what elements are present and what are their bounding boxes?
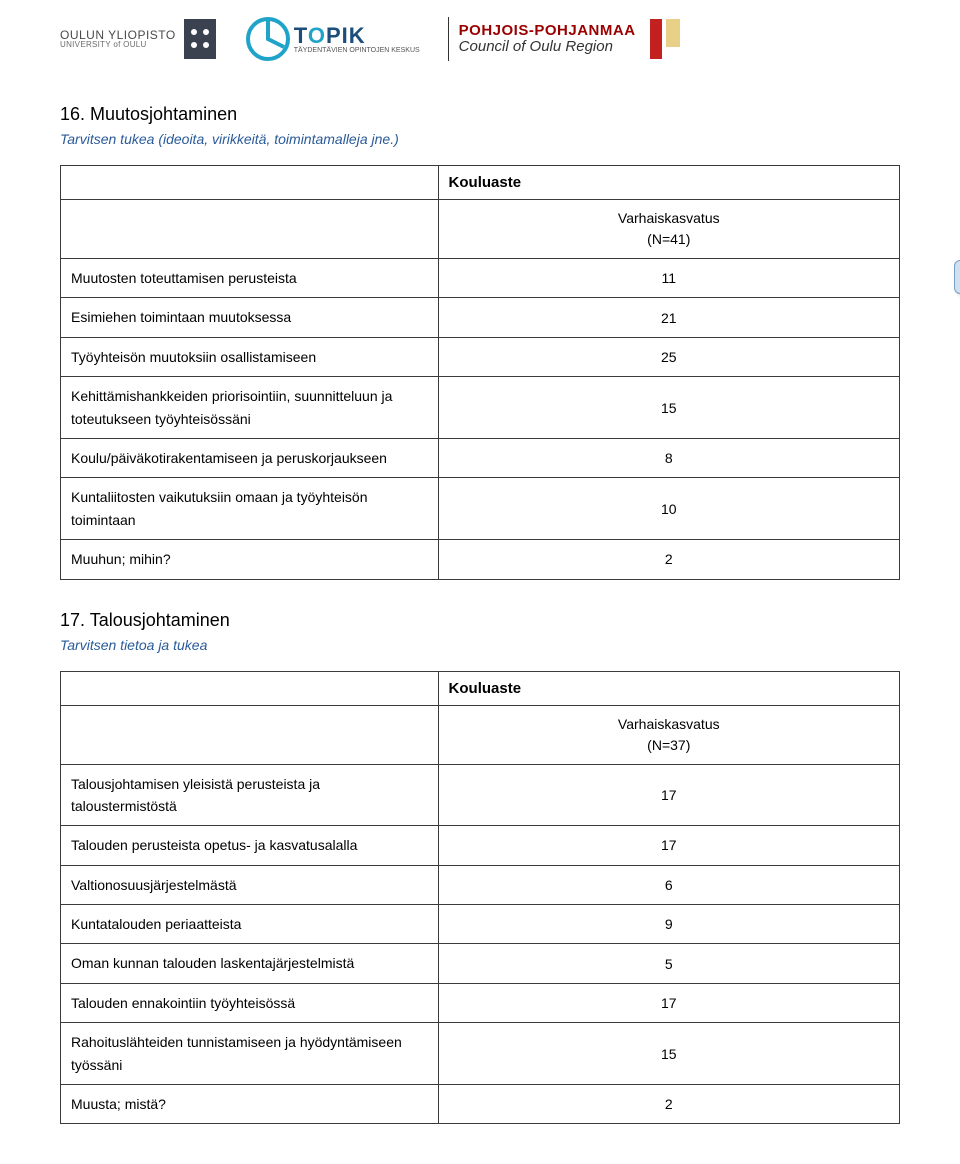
section-16-subtitle: Tarvitsen tukea (ideoita, virikkeitä, to… bbox=[60, 131, 900, 147]
col-header: Kouluaste bbox=[438, 671, 899, 705]
row-label: Työyhteisön muutoksiin osallistamiseen bbox=[61, 337, 439, 376]
table-row: Kehittämishankkeiden priorisointiin, suu… bbox=[61, 377, 900, 439]
council-bot-text: Council of Oulu Region bbox=[459, 39, 636, 56]
table-row: Kouluaste bbox=[61, 671, 900, 705]
table-17: Kouluaste Varhaiskasvatus (N=37) Talousj… bbox=[60, 671, 900, 1125]
section-16-title: 16. Muutosjohtaminen bbox=[60, 104, 900, 125]
oulu-logo-text: OULUN YLIOPISTO UNIVERSITY of OULU bbox=[60, 29, 176, 49]
divider bbox=[448, 17, 449, 61]
row-value: 11 bbox=[438, 259, 899, 298]
col-subheader: Varhaiskasvatus (N=37) bbox=[438, 705, 899, 764]
empty-cell bbox=[61, 671, 439, 705]
empty-cell bbox=[61, 166, 439, 200]
row-label: Esimiehen toimintaan muutoksessa bbox=[61, 298, 439, 337]
col-sub-top: Varhaiskasvatus bbox=[618, 716, 720, 732]
row-value: 2 bbox=[438, 1085, 899, 1124]
council-top-text: POHJOIS-POHJANMAA bbox=[459, 23, 636, 40]
row-value: 25 bbox=[438, 337, 899, 376]
page: OULUN YLIOPISTO UNIVERSITY of OULU TOPIK bbox=[0, 0, 960, 1164]
table-row: Työyhteisön muutoksiin osallistamiseen 2… bbox=[61, 337, 900, 376]
council-logo: POHJOIS-POHJANMAA Council of Oulu Region bbox=[448, 12, 684, 66]
col-sub-bot: (N=37) bbox=[647, 737, 690, 753]
table-row: Kouluaste bbox=[61, 166, 900, 200]
table-row: Talouden ennakointiin työyhteisössä 17 bbox=[61, 983, 900, 1022]
section-17-title: 17. Talousjohtaminen bbox=[60, 610, 900, 631]
row-value: 6 bbox=[438, 865, 899, 904]
table-row: Talouden perusteista opetus- ja kasvatus… bbox=[61, 826, 900, 865]
oulu-emblem-icon bbox=[182, 17, 218, 61]
row-value: 10 bbox=[438, 478, 899, 540]
table-row: Muusta; mistä? 2 bbox=[61, 1085, 900, 1124]
row-value: 9 bbox=[438, 905, 899, 944]
table-row: Talousjohtamisen yleisistä perusteista j… bbox=[61, 764, 900, 826]
council-text: POHJOIS-POHJANMAA Council of Oulu Region bbox=[459, 23, 636, 56]
header-bar: OULUN YLIOPISTO UNIVERSITY of OULU TOPIK bbox=[60, 0, 900, 74]
row-label: Muuhun; mihin? bbox=[61, 540, 439, 579]
table-row: Koulu/päiväkotirakentamiseen ja peruskor… bbox=[61, 438, 900, 477]
row-label: Valtionosuusjärjestelmästä bbox=[61, 865, 439, 904]
row-label: Kuntatalouden periaatteista bbox=[61, 905, 439, 944]
topik-circle-icon bbox=[246, 17, 290, 61]
col-sub-bot: (N=41) bbox=[647, 231, 690, 247]
row-label: Muusta; mistä? bbox=[61, 1085, 439, 1124]
row-label: Oman kunnan talouden laskentajärjestelmi… bbox=[61, 944, 439, 983]
row-label: Muutosten toteuttamisen perusteista bbox=[61, 259, 439, 298]
oulu-bot-text: UNIVERSITY of OULU bbox=[60, 41, 176, 49]
topik-logo-text: TOPIK TÄYDENTÄVIEN OPINTOJEN KESKUS bbox=[294, 25, 420, 54]
topik-bot-text: TÄYDENTÄVIEN OPINTOJEN KESKUS bbox=[294, 47, 420, 54]
section-17-subtitle: Tarvitsen tietoa ja tukea bbox=[60, 637, 900, 653]
row-label: Koulu/päiväkotirakentamiseen ja peruskor… bbox=[61, 438, 439, 477]
row-value: 5 bbox=[438, 944, 899, 983]
table-row: Varhaiskasvatus (N=37) bbox=[61, 705, 900, 764]
col-header: Kouluaste bbox=[438, 166, 899, 200]
table-row: Esimiehen toimintaan muutoksessa 21 bbox=[61, 298, 900, 337]
row-value: 21 bbox=[438, 298, 899, 337]
row-value: 17 bbox=[438, 764, 899, 826]
table-row: Muuhun; mihin? 2 bbox=[61, 540, 900, 579]
row-label: Kehittämishankkeiden priorisointiin, suu… bbox=[61, 377, 439, 439]
row-value: 17 bbox=[438, 983, 899, 1022]
row-value: 15 bbox=[438, 1023, 899, 1085]
row-value: 15 bbox=[438, 377, 899, 439]
table-16: Kouluaste Varhaiskasvatus (N=41) Muutost… bbox=[60, 165, 900, 580]
col-sub-top: Varhaiskasvatus bbox=[618, 210, 720, 226]
row-label: Rahoituslähteiden tunnistamiseen ja hyöd… bbox=[61, 1023, 439, 1085]
empty-cell bbox=[61, 200, 439, 259]
oulu-logo: OULUN YLIOPISTO UNIVERSITY of OULU bbox=[60, 12, 218, 66]
table-row: Muutosten toteuttamisen perusteista 11 bbox=[61, 259, 900, 298]
row-value: 2 bbox=[438, 540, 899, 579]
table-row: Rahoituslähteiden tunnistamiseen ja hyöd… bbox=[61, 1023, 900, 1085]
row-label: Talousjohtamisen yleisistä perusteista j… bbox=[61, 764, 439, 826]
row-label: Talouden perusteista opetus- ja kasvatus… bbox=[61, 826, 439, 865]
col-subheader: Varhaiskasvatus (N=41) bbox=[438, 200, 899, 259]
table-row: Kuntaliitosten vaikutuksiin omaan ja työ… bbox=[61, 478, 900, 540]
table-row: Kuntatalouden periaatteista 9 bbox=[61, 905, 900, 944]
topik-top-text: TOPIK bbox=[294, 25, 420, 47]
page-number-badge: 5 bbox=[954, 260, 960, 294]
table-row: Varhaiskasvatus (N=41) bbox=[61, 200, 900, 259]
empty-cell bbox=[61, 705, 439, 764]
council-emblem-icon bbox=[646, 17, 684, 61]
row-value: 17 bbox=[438, 826, 899, 865]
topik-logo: TOPIK TÄYDENTÄVIEN OPINTOJEN KESKUS bbox=[246, 12, 420, 66]
table-row: Valtionosuusjärjestelmästä 6 bbox=[61, 865, 900, 904]
table-row: Oman kunnan talouden laskentajärjestelmi… bbox=[61, 944, 900, 983]
row-value: 8 bbox=[438, 438, 899, 477]
row-label: Kuntaliitosten vaikutuksiin omaan ja työ… bbox=[61, 478, 439, 540]
row-label: Talouden ennakointiin työyhteisössä bbox=[61, 983, 439, 1022]
